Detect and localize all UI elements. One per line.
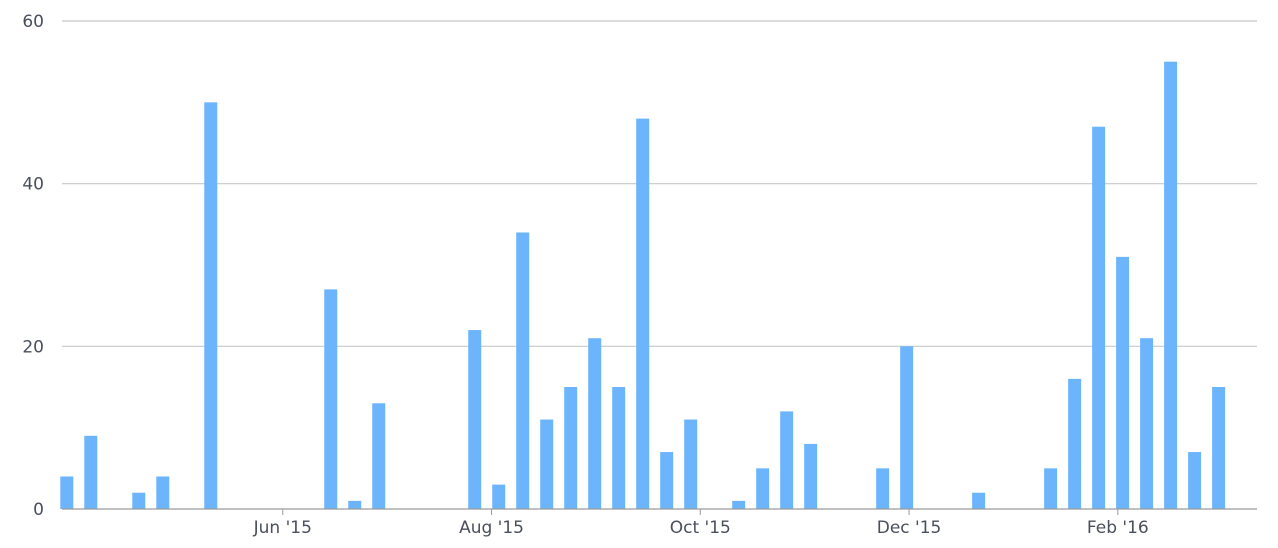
bar[interactable] — [1212, 387, 1226, 509]
bar[interactable] — [780, 411, 794, 509]
bar[interactable] — [156, 476, 170, 509]
y-tick-label: 60 — [22, 12, 44, 32]
y-tick-label: 40 — [22, 175, 44, 195]
bar[interactable] — [84, 435, 98, 509]
y-tick-label: 0 — [33, 500, 44, 520]
bar[interactable] — [564, 387, 578, 509]
bar[interactable] — [684, 419, 698, 509]
bar[interactable] — [660, 452, 674, 509]
x-axis: Jun '15 Aug '15 Oct '15 Dec '15 Feb '16 — [62, 508, 1257, 538]
bar[interactable] — [60, 476, 74, 509]
bar[interactable] — [588, 338, 602, 509]
bar[interactable] — [1044, 468, 1058, 509]
bar[interactable] — [324, 289, 338, 509]
bars — [60, 61, 1226, 510]
bar[interactable] — [876, 468, 890, 509]
bar[interactable] — [732, 500, 746, 509]
y-gridlines — [62, 20, 1257, 347]
x-tick-label: Oct '15 — [670, 518, 731, 538]
bar[interactable] — [756, 468, 770, 509]
bar[interactable] — [1092, 126, 1106, 509]
bar[interactable] — [348, 500, 362, 509]
bar[interactable] — [372, 403, 386, 509]
bar[interactable] — [1140, 338, 1154, 509]
bar[interactable] — [636, 118, 650, 509]
x-tick-label: Aug '15 — [459, 518, 524, 538]
x-tick-label: Jun '15 — [253, 518, 312, 538]
x-tick-label: Dec '15 — [877, 518, 942, 538]
bar[interactable] — [1164, 61, 1178, 510]
bar[interactable] — [492, 484, 506, 509]
bar[interactable] — [972, 492, 986, 509]
bar[interactable] — [900, 346, 914, 509]
bar[interactable] — [204, 102, 218, 509]
bar[interactable] — [1116, 256, 1130, 509]
bar[interactable] — [132, 492, 146, 509]
bar[interactable] — [468, 330, 482, 509]
bar[interactable] — [804, 443, 818, 509]
x-tick-label: Feb '16 — [1087, 518, 1149, 538]
bar[interactable] — [540, 419, 554, 509]
y-tick-labels: 0 20 40 60 — [22, 12, 44, 520]
bar[interactable] — [516, 232, 530, 509]
bar[interactable] — [612, 387, 626, 509]
bar[interactable] — [1068, 378, 1082, 509]
y-tick-label: 20 — [22, 337, 44, 357]
bar[interactable] — [1188, 452, 1202, 509]
